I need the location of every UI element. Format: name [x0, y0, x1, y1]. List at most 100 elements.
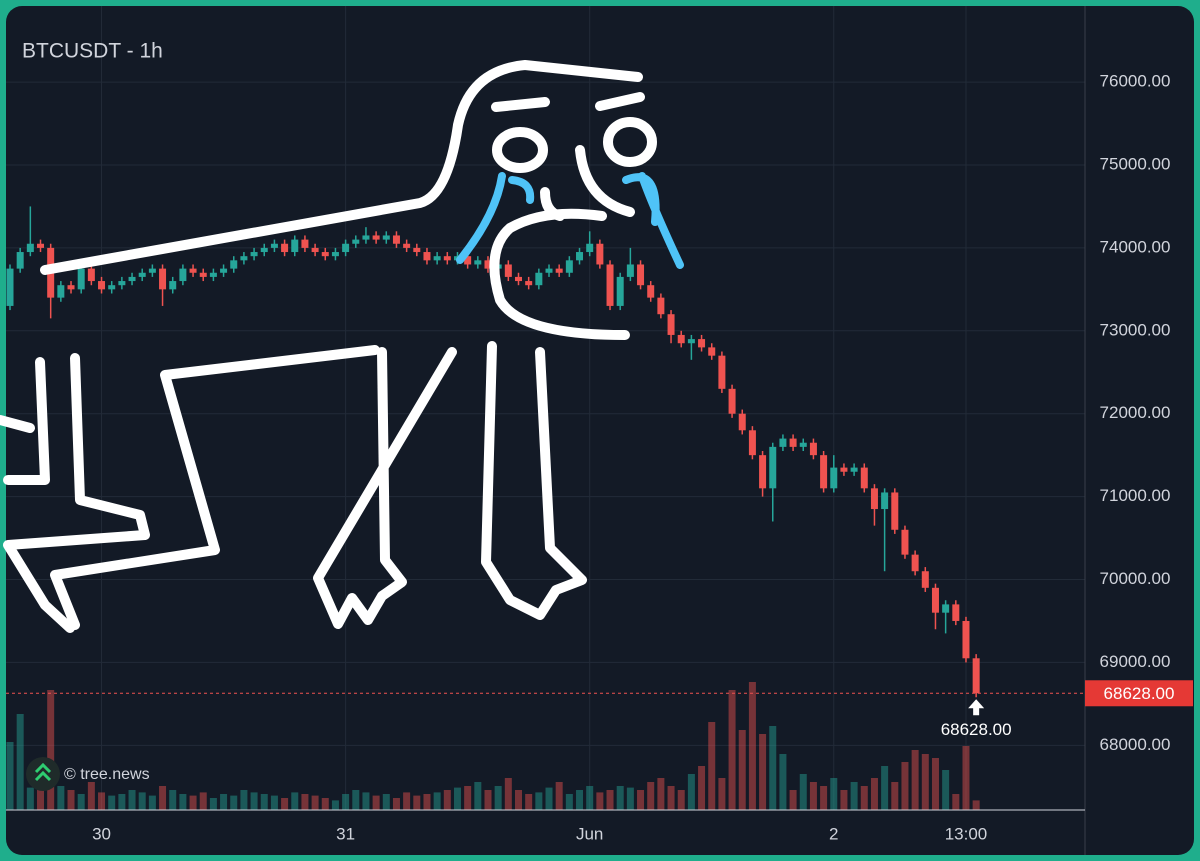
volume-bar [342, 794, 350, 810]
candle-body [626, 264, 634, 277]
candle-body [870, 488, 878, 510]
volume-bar [738, 730, 746, 810]
candle-body [250, 252, 258, 257]
volume-bar [108, 795, 116, 810]
candle-body [891, 492, 899, 530]
volume-bar [270, 795, 278, 810]
candle-body [362, 235, 370, 240]
volume-bar [860, 786, 868, 810]
volume-bar [881, 766, 889, 810]
candle-body [220, 268, 228, 273]
candle-body [240, 256, 248, 261]
candle-body [281, 243, 289, 253]
volume-bar [87, 782, 95, 810]
volume-bar [37, 778, 45, 810]
candle-body [606, 264, 614, 306]
volume-bar [504, 778, 512, 810]
candle-body [779, 438, 787, 447]
volume-bar [260, 794, 268, 810]
volume-bar [159, 786, 167, 810]
volume-bar [748, 682, 756, 810]
volume-bar [972, 800, 980, 810]
volume-bar [281, 798, 289, 810]
candle-body [860, 467, 868, 489]
volume-bar [799, 774, 807, 810]
candle-body [931, 587, 939, 613]
candle-body [270, 243, 278, 248]
candle-body [433, 256, 441, 261]
candle-body [637, 264, 645, 286]
volume-bar [16, 714, 24, 810]
volume-bar [301, 794, 309, 810]
candle-body [464, 256, 472, 265]
volume-bar [870, 778, 878, 810]
candle-body [647, 285, 655, 298]
candle-body [535, 272, 543, 286]
candle-body [555, 268, 563, 273]
candle-body [677, 334, 685, 344]
candle-layer [6, 206, 980, 698]
y-tick-label: 69000.00 [1100, 652, 1171, 671]
volume-bar [545, 787, 553, 810]
candle-body [789, 438, 797, 447]
candle-body [738, 413, 746, 431]
x-tick-label: 31 [336, 824, 355, 843]
candle-body [830, 467, 838, 489]
volume-bar [474, 782, 482, 810]
volume-bar [830, 778, 838, 810]
candle-body [809, 442, 817, 456]
y-tick-label: 68000.00 [1100, 735, 1171, 754]
volume-bar [931, 758, 939, 810]
volume-bar [321, 798, 329, 810]
candle-body [748, 430, 756, 456]
volume-bar [240, 790, 248, 810]
candle-body [942, 604, 950, 613]
volume-bar [901, 762, 909, 810]
candle-body [596, 243, 604, 265]
volume-bar [372, 795, 380, 810]
candle-body [616, 276, 624, 306]
volume-bar [443, 790, 451, 810]
volume-bar [392, 798, 400, 810]
candle-body [576, 252, 584, 261]
candle-body [352, 239, 360, 244]
candle-body [423, 252, 431, 261]
volume-bar [708, 722, 716, 810]
candle-body [718, 355, 726, 389]
candle-body [138, 272, 146, 277]
candle-body [820, 455, 828, 489]
volume-bar [637, 790, 645, 810]
volume-bar [698, 766, 706, 810]
candle-body [769, 446, 777, 489]
volume-bar [942, 770, 950, 810]
volume-bar [911, 750, 919, 810]
candle-body [260, 247, 268, 253]
candle-body [148, 268, 156, 273]
volume-bar [779, 754, 787, 810]
candle-body [698, 339, 706, 348]
candle-body [515, 276, 522, 282]
volume-bar [596, 792, 604, 810]
x-tick-label: Jun [576, 824, 603, 843]
candle-body [382, 235, 390, 240]
x-tick-label: 13:00 [945, 824, 988, 843]
candle-body [687, 339, 695, 344]
chart-background [6, 6, 1194, 855]
volume-bar [403, 792, 411, 810]
volume-bar [453, 787, 461, 810]
candle-body [26, 243, 34, 253]
candle-body [108, 285, 116, 290]
volume-bar [952, 794, 960, 810]
volume-bar [423, 794, 431, 810]
volume-bar [250, 792, 258, 810]
logo-icon [34, 762, 52, 782]
volume-bar [118, 794, 126, 810]
y-tick-label: 70000.00 [1100, 569, 1171, 588]
volume-layer [6, 682, 980, 810]
volume-bar [57, 786, 65, 810]
volume-bar [464, 786, 472, 810]
volume-bar [687, 774, 695, 810]
last-price-annotation: 68628.00 [941, 720, 1012, 739]
